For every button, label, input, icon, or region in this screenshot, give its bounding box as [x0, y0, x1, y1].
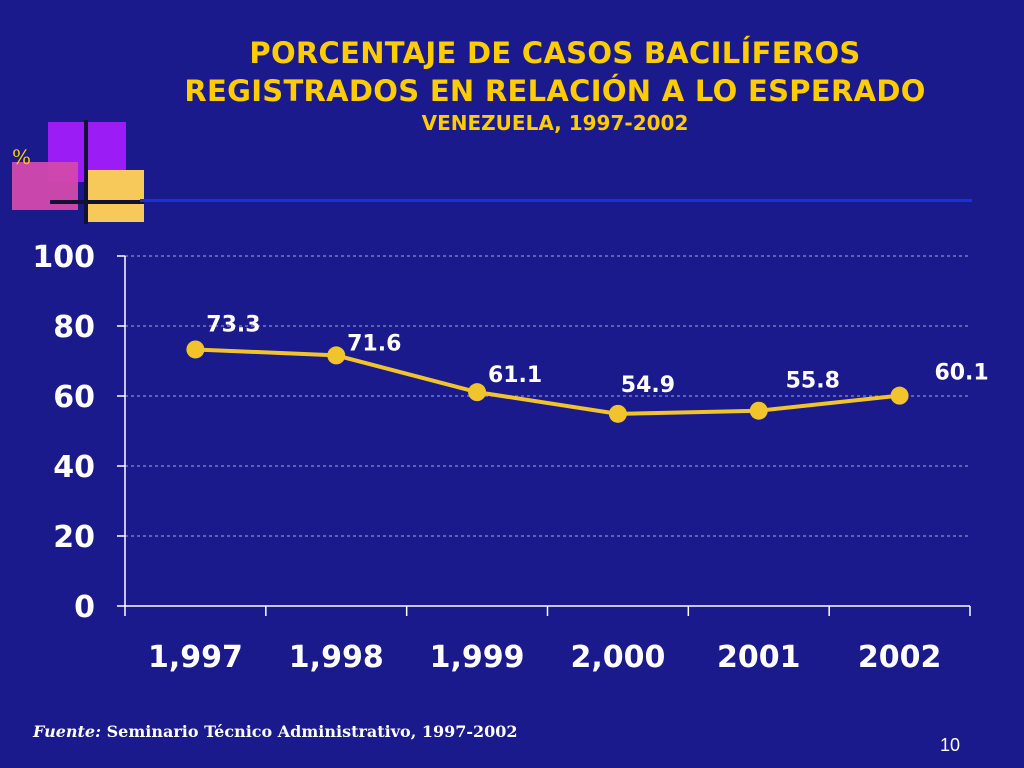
y-tick-label: 0	[74, 590, 95, 625]
source-text: Seminario Técnico Administrativo, 1997-2…	[106, 722, 518, 741]
x-tick-label: 1,998	[289, 640, 384, 675]
data-point	[468, 383, 487, 402]
y-tick-label: 40	[53, 450, 95, 485]
series-line	[195, 347, 900, 416]
decorative-squares-logo: %	[10, 120, 150, 230]
data-point	[186, 340, 205, 359]
data-label: 55.8	[786, 369, 840, 394]
data-point	[608, 404, 627, 423]
subtitle: VENEZUELA, 1997-2002	[421, 111, 689, 135]
data-label: 61.1	[488, 363, 542, 388]
data-point	[327, 346, 346, 365]
title-block: PORCENTAJE DE CASOS BACILÍFEROS REGISTRA…	[140, 34, 970, 136]
y-tick-label: 100	[32, 240, 95, 275]
percent-label: %	[12, 145, 31, 169]
data-label: 54.9	[621, 373, 675, 398]
data-label: 60.1	[934, 361, 988, 386]
title-line-2: REGISTRADOS EN RELACIÓN A LO ESPERADO	[184, 74, 926, 108]
data-point	[890, 386, 909, 405]
source-label: Fuente:	[33, 722, 101, 741]
source-note: Fuente: Seminario Técnico Administrativo…	[33, 722, 518, 741]
x-tick-label: 2001	[717, 640, 801, 675]
data-label: 73.3	[206, 312, 260, 337]
y-tick-label: 20	[53, 520, 95, 555]
x-tick-label: 2002	[858, 640, 942, 675]
x-tick-label: 1,997	[148, 640, 243, 675]
y-tick-label: 60	[53, 380, 95, 415]
x-tick-label: 2,000	[570, 640, 665, 675]
x-tick-label: 1,999	[430, 640, 525, 675]
title-line-1: PORCENTAJE DE CASOS BACILÍFEROS	[249, 36, 861, 70]
title-divider	[140, 199, 972, 202]
page-number: 10	[940, 735, 961, 755]
data-label: 71.6	[347, 331, 401, 356]
y-tick-label: 80	[53, 310, 95, 345]
data-point	[749, 401, 768, 420]
